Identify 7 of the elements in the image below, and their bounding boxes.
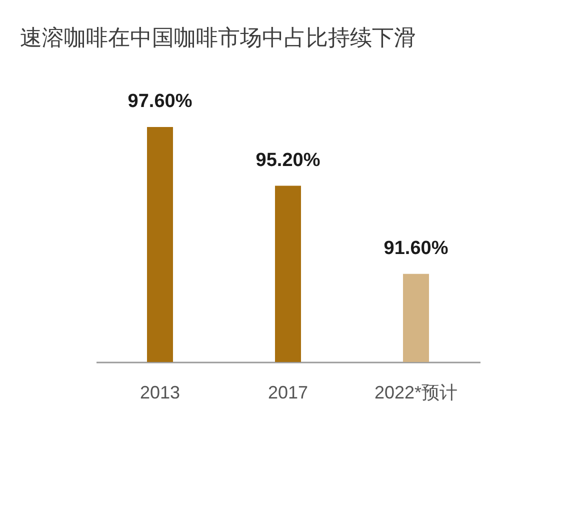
data-label: 95.20% xyxy=(256,150,320,171)
data-label: 97.60% xyxy=(128,91,192,112)
x-tick-label: 2022*预计 xyxy=(374,382,458,402)
x-tick-label: 2013 xyxy=(140,382,180,402)
chart-title: 速溶咖啡在中国咖啡市场中占比持续下滑 xyxy=(20,25,416,50)
data-label: 91.60% xyxy=(384,238,448,259)
x-tick-label: 2017 xyxy=(268,382,308,402)
